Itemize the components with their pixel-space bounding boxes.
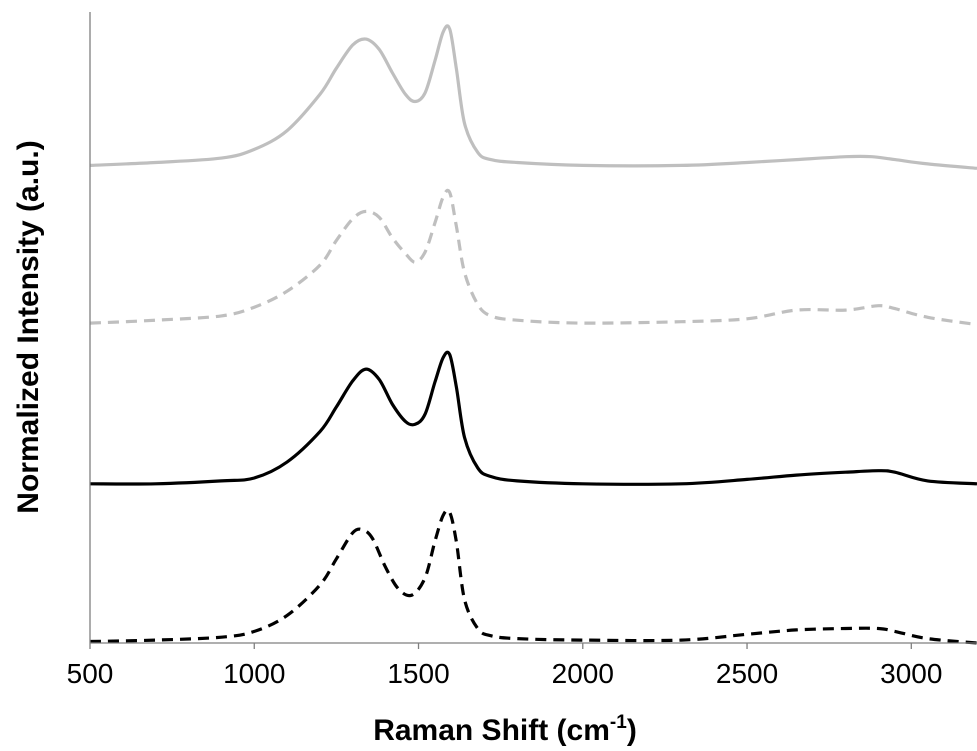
x-axis-title: Raman Shift (cm-1) [373,712,637,747]
series-line-2 [89,188,977,327]
x-tick-label: 1500 [387,658,449,689]
x-axis-title-close: ) [627,714,637,747]
x-tick-label: 2500 [716,658,778,689]
series-layer [89,24,977,645]
y-axis-title: Normalized Intensity (a.u.) [12,140,45,513]
series-line-3 [89,350,977,486]
x-axis-title-superscript: -1 [610,712,627,733]
x-tick-label: 2000 [552,658,614,689]
x-ticks: 500 1000 1500 2000 2500 3000 [67,643,942,689]
series-line-1 [89,24,977,170]
x-tick-label: 500 [67,658,114,689]
x-axis-title-main: Raman Shift (cm [373,714,610,747]
series-line-4 [89,508,977,645]
x-tick-label: 1000 [223,658,285,689]
x-tick-label: 3000 [880,658,942,689]
